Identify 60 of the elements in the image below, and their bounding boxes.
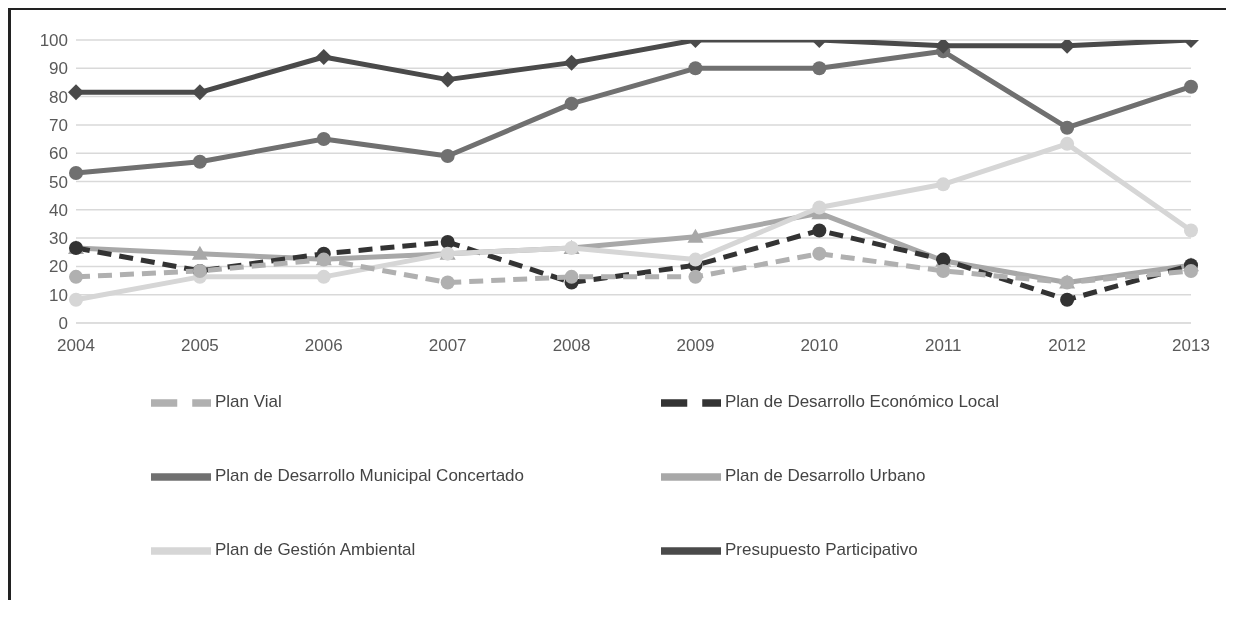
y-tick-label: 40 — [49, 200, 68, 220]
x-tick-label: 2007 — [428, 336, 467, 356]
point — [1184, 79, 1198, 94]
point — [69, 269, 83, 284]
y-tick-label: 10 — [49, 285, 68, 305]
point — [440, 235, 455, 250]
point — [191, 245, 208, 260]
point — [812, 246, 827, 261]
y-tick-label: 20 — [49, 257, 68, 277]
point — [936, 263, 951, 278]
legend-label: Plan Vial — [215, 392, 282, 412]
y-tick-label: 80 — [49, 87, 68, 107]
point — [936, 177, 951, 192]
point — [563, 54, 580, 71]
x-tick-label: 2013 — [1172, 336, 1210, 356]
point — [1184, 263, 1198, 278]
point — [688, 269, 703, 284]
y-tick-label: 50 — [49, 172, 68, 192]
point — [69, 166, 83, 181]
y-tick-label: 90 — [49, 59, 68, 79]
point — [440, 149, 455, 164]
x-tick-label: 2006 — [304, 336, 343, 356]
x-tick-label: 2005 — [180, 336, 219, 356]
point — [564, 269, 579, 284]
point — [316, 269, 331, 284]
legend-label: Plan de Desarrollo Municipal Concertado — [215, 466, 524, 486]
point — [564, 96, 579, 111]
y-tick-label: 100 — [39, 31, 68, 51]
y-tick-label: 60 — [49, 144, 68, 164]
x-tick-label: 2008 — [552, 336, 591, 356]
point — [1060, 120, 1075, 135]
point — [812, 61, 827, 76]
legend-label: Plan de Gestión Ambiental — [215, 540, 416, 560]
x-tick-label: 2010 — [800, 336, 839, 356]
point — [315, 48, 332, 65]
x-tick-label: 2004 — [57, 336, 95, 356]
point — [69, 292, 83, 307]
y-tick-label: 70 — [49, 115, 68, 135]
point — [1060, 292, 1075, 307]
point — [192, 154, 207, 169]
legend-label: Plan de Desarrollo Urbano — [725, 466, 926, 486]
point — [812, 200, 827, 215]
point — [688, 61, 703, 76]
x-tick-label: 2011 — [924, 336, 962, 356]
point — [68, 84, 84, 101]
point — [687, 228, 704, 243]
point — [688, 252, 703, 267]
x-tick-label: 2009 — [676, 336, 715, 356]
legend-label: Plan de Desarrollo Económico Local — [725, 392, 1000, 412]
point — [812, 223, 827, 238]
x-tick-label: 2012 — [1048, 336, 1087, 356]
point — [1060, 136, 1075, 151]
point — [1184, 223, 1198, 238]
point — [935, 40, 952, 54]
point — [316, 132, 331, 147]
legend-label: Presupuesto Participativo — [725, 540, 918, 560]
y-tick-label: 30 — [49, 229, 68, 249]
y-tick-label: 0 — [58, 314, 68, 334]
point — [440, 275, 455, 290]
point — [439, 71, 456, 88]
